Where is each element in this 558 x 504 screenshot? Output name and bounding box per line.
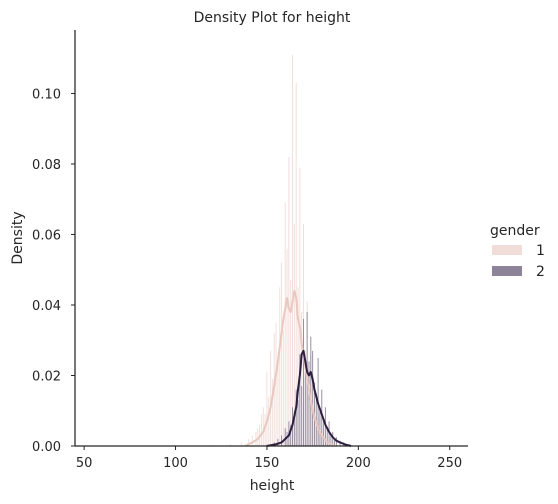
histogram-bars — [211, 54, 350, 447]
chart-title: Density Plot for height — [194, 10, 351, 26]
y-tick-label-0: 0.00 — [32, 440, 61, 455]
bar-gender-2-17 — [308, 361, 310, 446]
legend-swatch-2 — [492, 266, 522, 276]
kde-line-gender-1 — [244, 289, 335, 447]
bar-gender-1-1 — [229, 443, 231, 446]
bar-gender-2-31 — [334, 438, 336, 446]
kde-curves — [244, 289, 352, 447]
legend-swatch-1 — [492, 245, 522, 255]
legend: gender 1 2 — [490, 223, 545, 280]
bar-gender-2-25 — [323, 417, 325, 446]
bar-gender-2-5 — [286, 431, 288, 446]
bar-gender-1-23 — [288, 156, 290, 447]
bar-gender-1-10 — [264, 414, 266, 446]
bar-gender-2-14 — [302, 319, 304, 446]
y-tick-label-4: 0.08 — [32, 158, 61, 173]
bar-gender-1-28 — [297, 287, 299, 446]
bar-gender-1-13 — [270, 350, 272, 446]
bar-gender-2-30 — [332, 431, 334, 446]
x-tick-label-200: 200 — [346, 456, 371, 471]
bar-gender-2-11 — [297, 400, 299, 446]
bar-gender-2-27 — [326, 428, 328, 446]
bar-gender-1-11 — [266, 371, 268, 446]
bar-gender-1-19 — [281, 262, 283, 446]
y-tick-label-3: 0.06 — [32, 228, 61, 243]
bar-gender-1-24 — [290, 280, 292, 446]
bar-gender-2-7 — [290, 424, 292, 446]
bar-gender-1-4 — [251, 435, 253, 446]
bar-gender-1-29 — [299, 167, 301, 447]
bar-gender-1-2 — [240, 442, 242, 446]
bar-gender-1-30 — [301, 312, 303, 446]
bar-gender-2-2 — [277, 438, 279, 446]
bar-gender-2-19 — [312, 350, 314, 446]
bar-gender-2-4 — [284, 428, 286, 446]
y-axis-label: Density — [10, 211, 26, 264]
bar-gender-2-3 — [281, 435, 283, 446]
bar-gender-1-17 — [277, 357, 279, 446]
x-tick-label-250: 250 — [437, 456, 462, 471]
bar-gender-2-15 — [304, 371, 306, 446]
bar-gender-2-13 — [301, 386, 303, 446]
bar-gender-1-8 — [260, 414, 262, 446]
bar-gender-1-6 — [257, 428, 259, 446]
x-axis-label: height — [250, 478, 295, 494]
bar-gender-1-25 — [292, 54, 294, 447]
bar-gender-1-20 — [282, 329, 284, 446]
x-tick-label-100: 100 — [163, 456, 188, 471]
y-tick-label-1: 0.02 — [32, 369, 61, 384]
bar-gender-2-10 — [295, 389, 297, 446]
bar-gender-1-18 — [279, 287, 281, 446]
bar-gender-2-9 — [293, 410, 295, 446]
bar-gender-2-12 — [299, 354, 301, 446]
bar-gender-1-16 — [275, 322, 277, 446]
y-tick-label-5: 0.10 — [32, 87, 61, 102]
x-tick-labels: 50 100 150 200 250 — [76, 446, 462, 471]
bar-gender-1-9 — [262, 407, 264, 446]
y-tick-label-2: 0.04 — [32, 299, 61, 314]
bar-gender-1-12 — [268, 396, 270, 446]
bar-gender-2-21 — [315, 393, 317, 446]
bar-gender-2-23 — [319, 410, 321, 446]
bar-gender-1-21 — [284, 202, 286, 446]
legend-label-1: 1 — [536, 243, 545, 259]
legend-label-2: 2 — [536, 264, 545, 280]
bar-gender-1-26 — [293, 223, 295, 446]
x-tick-label-150: 150 — [255, 456, 280, 471]
legend-title: gender — [490, 223, 540, 239]
bar-gender-1-14 — [271, 379, 273, 446]
bar-gender-2-24 — [321, 389, 323, 446]
kde-line-gender-2 — [266, 349, 352, 447]
bar-gender-1-27 — [295, 82, 297, 446]
bar-gender-2-18 — [310, 336, 312, 446]
x-tick-label-50: 50 — [76, 456, 93, 471]
bar-gender-2-29 — [330, 435, 332, 446]
bar-gender-1-3 — [248, 438, 250, 446]
y-tick-labels: 0.00 0.02 0.04 0.06 0.08 0.10 — [32, 87, 75, 455]
bar-gender-1-22 — [286, 248, 288, 446]
